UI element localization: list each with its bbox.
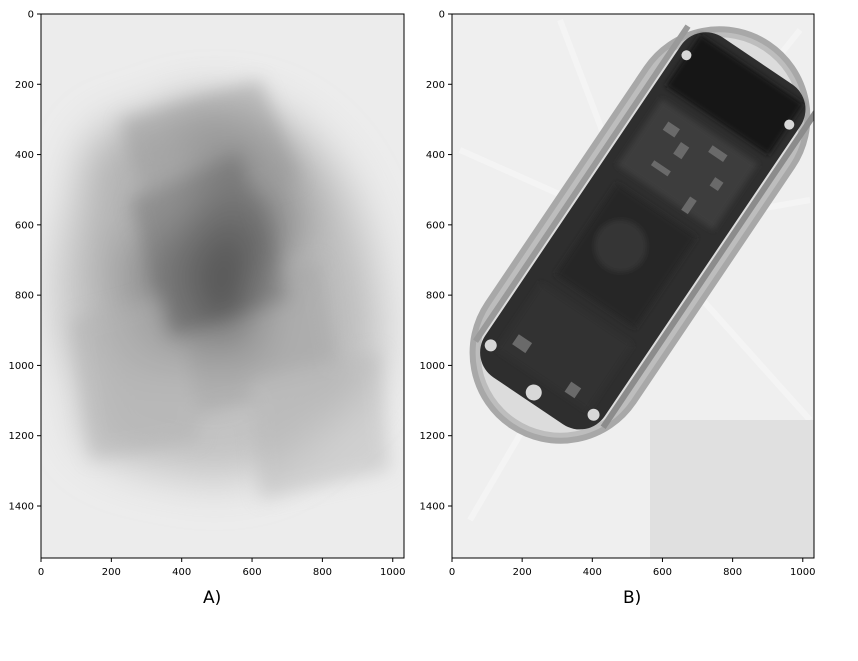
panel-b-y-tick-label: 400: [426, 150, 445, 161]
panel-a-caption: A): [203, 588, 222, 608]
panel-a-y-tick-label: 600: [15, 220, 34, 231]
panel-b-y-tick-label: 1200: [420, 431, 445, 442]
panel-a-frame: [40, 13, 405, 559]
panel-a-x-tick-label: 800: [313, 567, 332, 578]
panel-b-x-tick-label: 800: [723, 567, 742, 578]
panel-b-caption: B): [623, 588, 642, 608]
panel-b-image: [452, 14, 814, 558]
panel-a-x-tick-label: 600: [242, 567, 261, 578]
panel-a-x-tick-label: 0: [38, 567, 44, 578]
panel-b-x-tick-label: 0: [449, 567, 455, 578]
panel-a-y-tick-label: 200: [15, 80, 34, 91]
panel-b-y-tick-label: 800: [426, 291, 445, 302]
panel-a-axes: 0 200 400 600 800 1000 0 200 400 600 800 1000 1200 14…: [9, 10, 406, 579]
panel-a-y-tick-label: 1000: [9, 361, 34, 372]
panel-b-x-tick-label: 600: [653, 567, 672, 578]
panel-a-y-tick-label: 400: [15, 150, 34, 161]
panel-b-x-tick-label: 400: [583, 567, 602, 578]
panel-b-y-tick-label: 1400: [420, 501, 445, 512]
panel-a-y-tick-label: 1400: [9, 501, 34, 512]
panel-b-x-tick-label: 200: [513, 567, 532, 578]
panel-a-x-tick-label: 400: [172, 567, 191, 578]
panel-a-y-tick-label: 800: [15, 291, 34, 302]
panel-b-axes: 0 200 400 600 800 1000 0 200 400 600 800 1000 1200 14…: [420, 10, 816, 579]
panel-a-x-tick-label: 200: [102, 567, 121, 578]
panel-b-y-tick-label: 200: [426, 80, 445, 91]
panel-a-x-tick-label: 1000: [380, 567, 405, 578]
panel-a-image: [41, 14, 404, 558]
panel-a-y-tick-label: 1200: [9, 431, 34, 442]
panel-a-y-tick-label: 0: [28, 10, 34, 21]
panel-b-frame: [451, 13, 815, 559]
panel-b-x-tick-label: 1000: [790, 567, 815, 578]
panel-b-y-tick-label: 0: [439, 10, 445, 21]
panel-b-y-tick-label: 600: [426, 220, 445, 231]
panel-b-y-tick-label: 1000: [420, 361, 445, 372]
